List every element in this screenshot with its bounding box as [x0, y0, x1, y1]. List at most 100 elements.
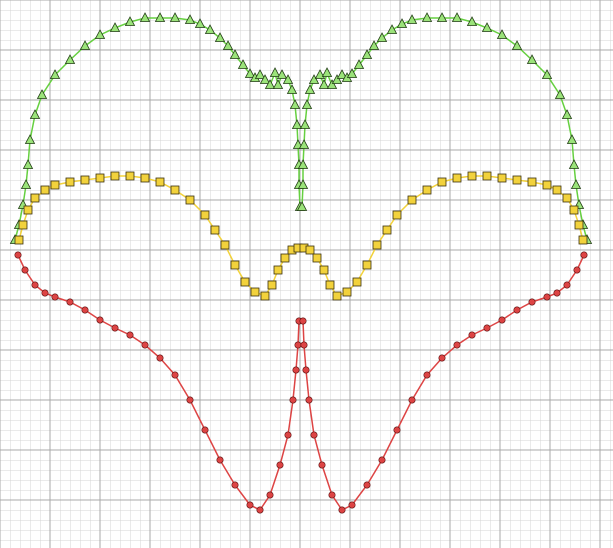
square-marker: [185, 195, 195, 205]
circle-marker: [284, 431, 292, 439]
triangle-marker: [214, 32, 226, 42]
triangle-marker: [376, 32, 388, 42]
triangle-marker: [406, 14, 418, 24]
circle-marker: [171, 371, 179, 379]
triangle-marker: [421, 12, 433, 22]
triangle-marker: [184, 14, 196, 24]
square-marker: [325, 280, 335, 290]
triangle-marker: [308, 74, 320, 84]
circle-marker: [302, 366, 310, 374]
square-marker: [80, 175, 90, 185]
square-marker: [220, 240, 230, 250]
triangle-marker: [36, 89, 48, 99]
triangle-marker: [272, 79, 284, 89]
circle-marker: [201, 426, 209, 434]
square-marker: [382, 225, 392, 235]
triangle-marker: [396, 18, 408, 28]
square-marker: [362, 260, 372, 270]
square-marker: [574, 220, 584, 230]
triangle-marker: [276, 69, 288, 79]
circle-marker: [111, 324, 119, 332]
circle-marker: [363, 481, 371, 489]
triangle-marker: [304, 84, 316, 94]
square-marker: [14, 235, 24, 245]
square-marker: [467, 171, 477, 181]
square-marker: [319, 265, 329, 275]
triangle-marker: [24, 134, 36, 144]
square-marker: [230, 260, 240, 270]
square-marker: [170, 185, 180, 195]
square-marker: [267, 280, 277, 290]
square-marker: [200, 210, 210, 220]
circle-marker: [318, 461, 326, 469]
triangle-marker: [286, 84, 298, 94]
triangle-marker: [22, 159, 34, 169]
square-marker: [452, 173, 462, 183]
square-marker: [312, 253, 322, 263]
square-marker: [497, 173, 507, 183]
circle-marker: [21, 266, 29, 274]
triangle-marker: [331, 74, 343, 84]
triangle-marker: [436, 12, 448, 22]
square-marker: [552, 185, 562, 195]
triangle-marker: [318, 79, 330, 89]
triangle-marker: [353, 59, 365, 69]
circle-marker: [438, 354, 446, 362]
circle-marker: [156, 354, 164, 362]
square-marker: [210, 225, 220, 235]
circle-marker: [231, 481, 239, 489]
square-marker: [422, 185, 432, 195]
square-marker: [332, 291, 342, 301]
square-marker: [95, 173, 105, 183]
square-marker: [30, 193, 40, 203]
circle-marker: [553, 289, 561, 297]
triangle-marker: [20, 179, 32, 189]
circle-marker: [573, 266, 581, 274]
triangle-marker: [301, 99, 313, 109]
triangle-marker: [169, 12, 181, 22]
triangle-marker: [222, 40, 234, 50]
circle-marker: [246, 501, 254, 509]
triangle-marker: [561, 109, 573, 119]
circle-marker: [276, 461, 284, 469]
square-marker: [110, 171, 120, 181]
circle-marker: [51, 293, 59, 301]
triangle-marker: [49, 69, 61, 79]
triangle-marker: [326, 79, 338, 89]
circle-marker: [256, 506, 264, 514]
triangle-marker: [568, 159, 580, 169]
circle-marker: [141, 341, 149, 349]
square-marker: [578, 235, 588, 245]
circle-marker: [186, 396, 194, 404]
circle-marker: [563, 281, 571, 289]
triangle-marker: [297, 179, 309, 189]
triangle-marker: [289, 99, 301, 109]
triangle-marker: [194, 18, 206, 28]
square-marker: [240, 277, 250, 287]
triangle-marker: [336, 69, 348, 79]
circle-marker: [468, 331, 476, 339]
circle-marker: [393, 426, 401, 434]
square-marker: [527, 177, 537, 187]
square-marker: [65, 177, 75, 187]
circle-marker: [498, 316, 506, 324]
circle-marker: [543, 293, 551, 301]
circle-marker: [348, 501, 356, 509]
triangle-marker: [237, 59, 249, 69]
square-marker: [23, 205, 33, 215]
square-marker: [569, 205, 579, 215]
square-marker: [482, 171, 492, 181]
square-marker: [40, 185, 50, 195]
square-marker: [342, 287, 352, 297]
triangle-marker: [282, 74, 294, 84]
triangle-marker: [451, 12, 463, 22]
circle-marker: [305, 396, 313, 404]
triangle-marker: [29, 109, 41, 119]
square-marker: [155, 177, 165, 187]
square-marker: [392, 210, 402, 220]
triangle-marker: [264, 79, 276, 89]
triangle-marker: [321, 67, 333, 77]
square-marker: [542, 180, 552, 190]
triangle-marker: [566, 134, 578, 144]
circle-marker: [408, 396, 416, 404]
